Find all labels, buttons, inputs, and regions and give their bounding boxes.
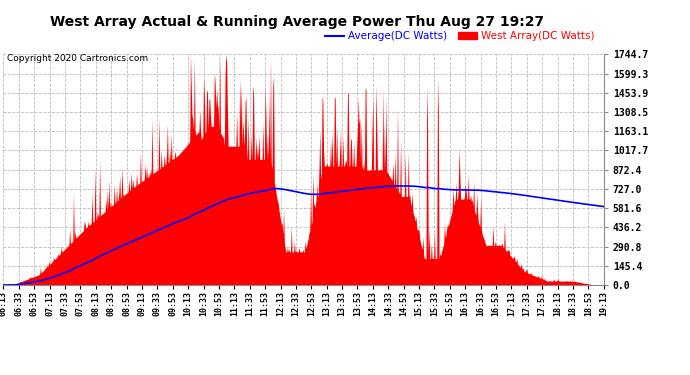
Text: Copyright 2020 Cartronics.com: Copyright 2020 Cartronics.com [7, 54, 148, 63]
Legend: Average(DC Watts), West Array(DC Watts): Average(DC Watts), West Array(DC Watts) [322, 27, 598, 46]
Text: West Array Actual & Running Average Power Thu Aug 27 19:27: West Array Actual & Running Average Powe… [50, 15, 544, 29]
